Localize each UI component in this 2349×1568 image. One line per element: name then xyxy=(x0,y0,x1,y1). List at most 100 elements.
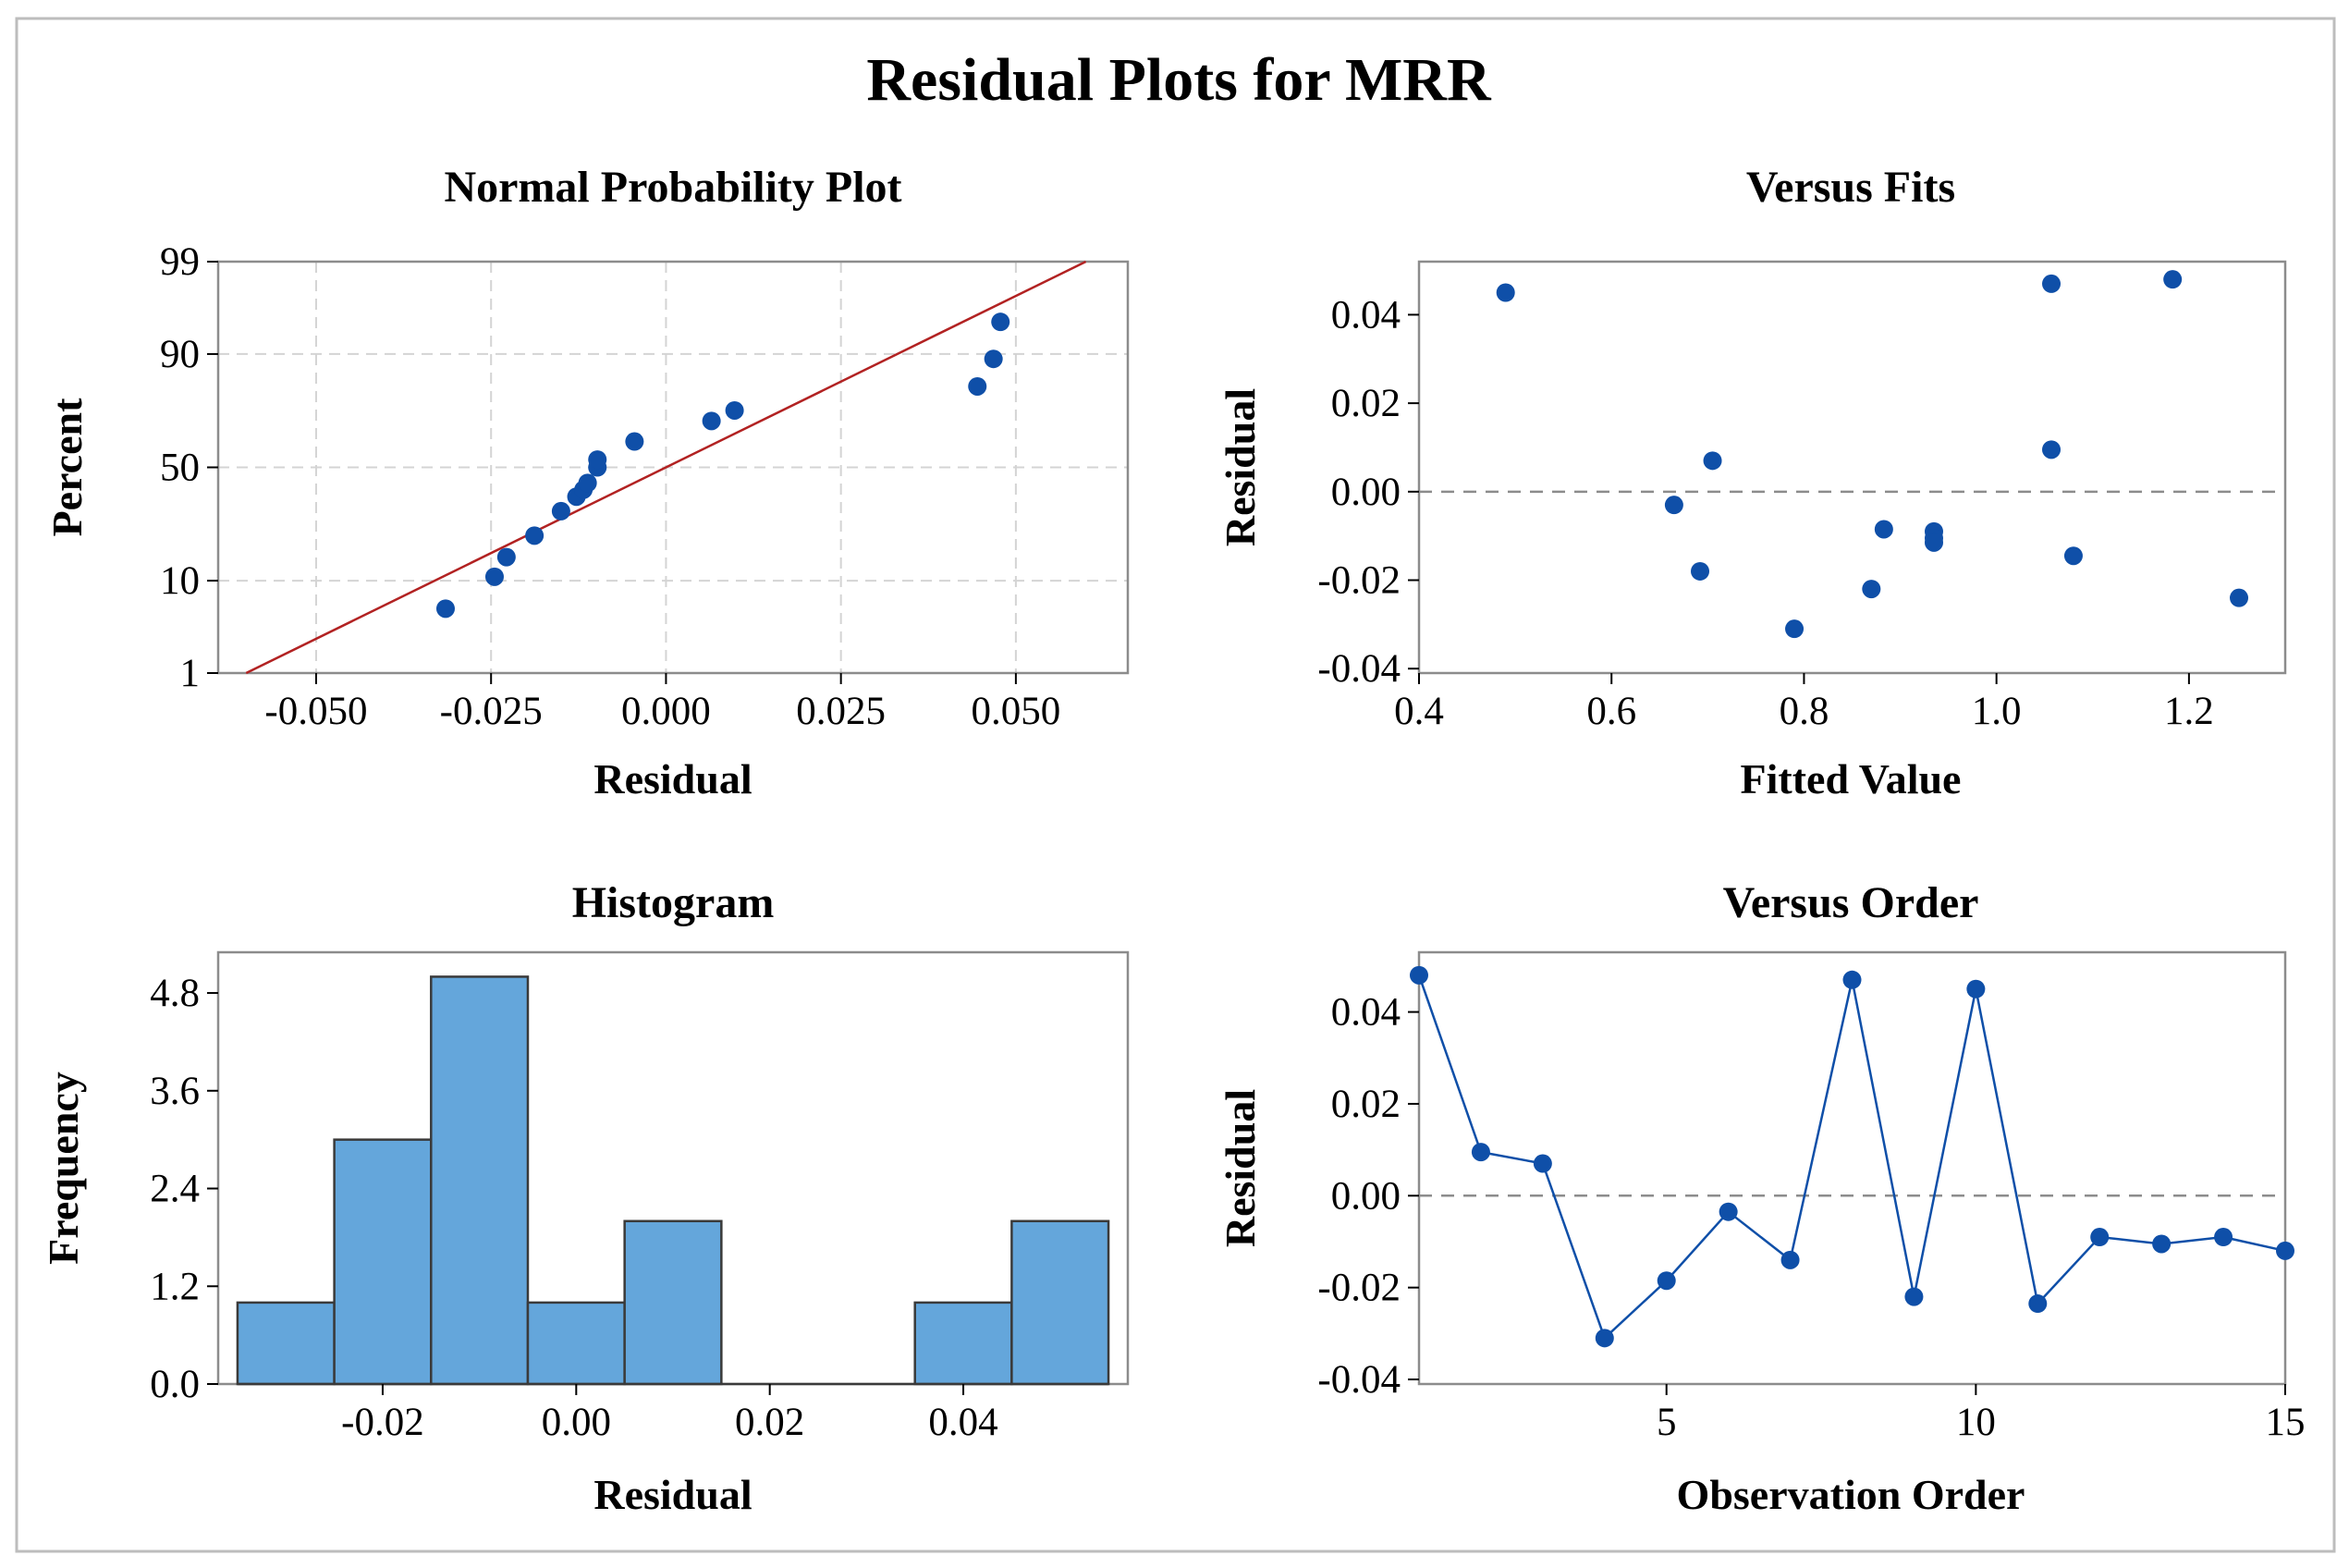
npp-point xyxy=(484,567,504,586)
hist-bar xyxy=(1010,1219,1110,1386)
order-title: Versus Order xyxy=(1723,878,1979,927)
fits-x-tick-label: 0.6 xyxy=(1586,690,1636,733)
hist-bar xyxy=(430,975,530,1386)
order-point xyxy=(1904,1287,1924,1306)
npp-y-axis-label: Percent xyxy=(43,398,91,537)
order-point xyxy=(2152,1234,2172,1254)
order-x-axis-label: Observation Order xyxy=(1677,1471,2025,1518)
fits-point xyxy=(1874,520,1893,539)
fits-point xyxy=(1862,580,1881,599)
fits-y-tick-label: -0.04 xyxy=(1317,647,1401,691)
hist-x-tick-label: 0.02 xyxy=(735,1401,804,1444)
order-point xyxy=(1780,1250,1800,1269)
fits-x-tick-label: 0.8 xyxy=(1780,690,1829,733)
npp-point xyxy=(625,432,644,451)
fits-point xyxy=(2063,546,2083,566)
order-y-tick-label: -0.04 xyxy=(1317,1358,1401,1402)
order-point xyxy=(2276,1241,2294,1260)
npp-fit-line xyxy=(245,260,1087,675)
npp-point xyxy=(725,400,744,420)
npp-point xyxy=(496,547,516,567)
order-x-tick-label: 10 xyxy=(1956,1401,1996,1444)
hist-y-tick-label: 0.0 xyxy=(150,1363,200,1406)
hist-y-tick-label: 3.6 xyxy=(150,1070,200,1113)
normal-probability-panel: -0.050 -0.025 0.000 0.025 0.050 1 10 50 90 99 Norm… xyxy=(43,163,1130,802)
fits-point xyxy=(2230,588,2249,607)
fits-point xyxy=(1664,496,1683,515)
fits-point xyxy=(2042,274,2061,293)
figure-title: Residual Plots for MRR xyxy=(866,46,1492,114)
fits-x-tick-label: 1.2 xyxy=(2164,690,2214,733)
hist-x-tick-label: 0.04 xyxy=(928,1401,997,1444)
fits-y-tick-label: 0.04 xyxy=(1331,293,1401,337)
order-y-tick-label: 0.04 xyxy=(1331,991,1401,1035)
npp-point xyxy=(702,411,721,431)
npp-point xyxy=(968,376,987,396)
histogram-panel: -0.02 0.00 0.02 0.04 0.0 1.2 2.4 3.6 4.8 Histogra… xyxy=(40,878,1130,1518)
npp-y-tick-label: 90 xyxy=(160,333,200,376)
hist-bar xyxy=(623,1219,723,1386)
hist-bar xyxy=(236,1301,336,1386)
fits-y-tick-label: 0.02 xyxy=(1331,382,1401,425)
hist-x-tick-label: -0.02 xyxy=(341,1401,424,1444)
fits-title: Versus Fits xyxy=(1746,163,1955,212)
npp-y-tick-label: 50 xyxy=(160,447,200,490)
npp-x-tick-label: 0.000 xyxy=(621,690,711,733)
order-point xyxy=(1595,1329,1614,1348)
hist-bar xyxy=(526,1301,626,1386)
hist-bar xyxy=(333,1138,433,1386)
fits-point xyxy=(1496,283,1515,302)
npp-y-tick-label: 10 xyxy=(160,559,200,603)
order-point xyxy=(2090,1228,2110,1247)
npp-x-tick-label: 0.025 xyxy=(796,690,886,733)
order-plot-area xyxy=(1417,950,2287,1386)
hist-title: Histogram xyxy=(572,878,775,927)
hist-y-tick-label: 4.8 xyxy=(150,972,200,1015)
versus-fits-panel: 0.4 0.6 0.8 1.0 1.2 -0.04 -0.02 0.00 0.02 0.04 Ver… xyxy=(1217,163,2287,802)
hist-x-axis-label: Residual xyxy=(593,1471,752,1518)
order-point xyxy=(1842,970,1862,989)
npp-x-tick-label: 0.050 xyxy=(972,690,1061,733)
fits-x-tick-label: 1.0 xyxy=(1972,690,2022,733)
order-point xyxy=(1657,1271,1676,1291)
npp-y-tick-label: 1 xyxy=(180,652,201,695)
fits-y-tick-label: -0.02 xyxy=(1317,559,1401,603)
npp-y-tick-label: 99 xyxy=(160,240,200,284)
npp-x-tick-label: -0.025 xyxy=(440,690,543,733)
fits-y-tick-label: 0.00 xyxy=(1331,471,1401,514)
fits-point xyxy=(1691,561,1710,581)
order-y-axis-label: Residual xyxy=(1217,1089,1264,1247)
order-y-tick-label: 0.00 xyxy=(1331,1174,1401,1218)
fits-point xyxy=(2163,270,2183,289)
npp-point xyxy=(578,473,597,493)
fits-x-axis-label: Fitted Value xyxy=(1741,755,1962,802)
hist-y-tick-label: 1.2 xyxy=(150,1265,200,1308)
npp-point xyxy=(436,599,455,619)
order-y-tick-label: 0.02 xyxy=(1331,1083,1401,1126)
order-y-tick-label: -0.02 xyxy=(1317,1267,1401,1310)
order-point xyxy=(2028,1294,2048,1314)
npp-point xyxy=(991,312,1010,332)
npp-x-tick-label: -0.050 xyxy=(264,690,367,733)
hist-y-tick-label: 2.4 xyxy=(150,1168,200,1211)
hist-y-axis-label: Frequency xyxy=(40,1072,87,1265)
fits-x-tick-label: 0.4 xyxy=(1394,690,1444,733)
npp-point xyxy=(525,526,544,545)
fits-point xyxy=(1924,533,1943,552)
npp-title: Normal Probability Plot xyxy=(444,163,901,212)
order-point xyxy=(2214,1228,2233,1247)
order-point xyxy=(1533,1154,1552,1173)
npp-point xyxy=(551,501,570,521)
order-point xyxy=(1966,979,1986,998)
order-point xyxy=(1410,965,1428,985)
order-x-tick-label: 15 xyxy=(2266,1401,2306,1444)
fits-point xyxy=(1785,619,1805,639)
order-x-tick-label: 5 xyxy=(1657,1401,1677,1444)
order-point xyxy=(1471,1143,1490,1162)
fits-y-axis-label: Residual xyxy=(1217,388,1264,546)
npp-point xyxy=(984,349,1003,369)
npp-x-axis-label: Residual xyxy=(593,755,752,802)
fits-point xyxy=(1703,451,1722,471)
